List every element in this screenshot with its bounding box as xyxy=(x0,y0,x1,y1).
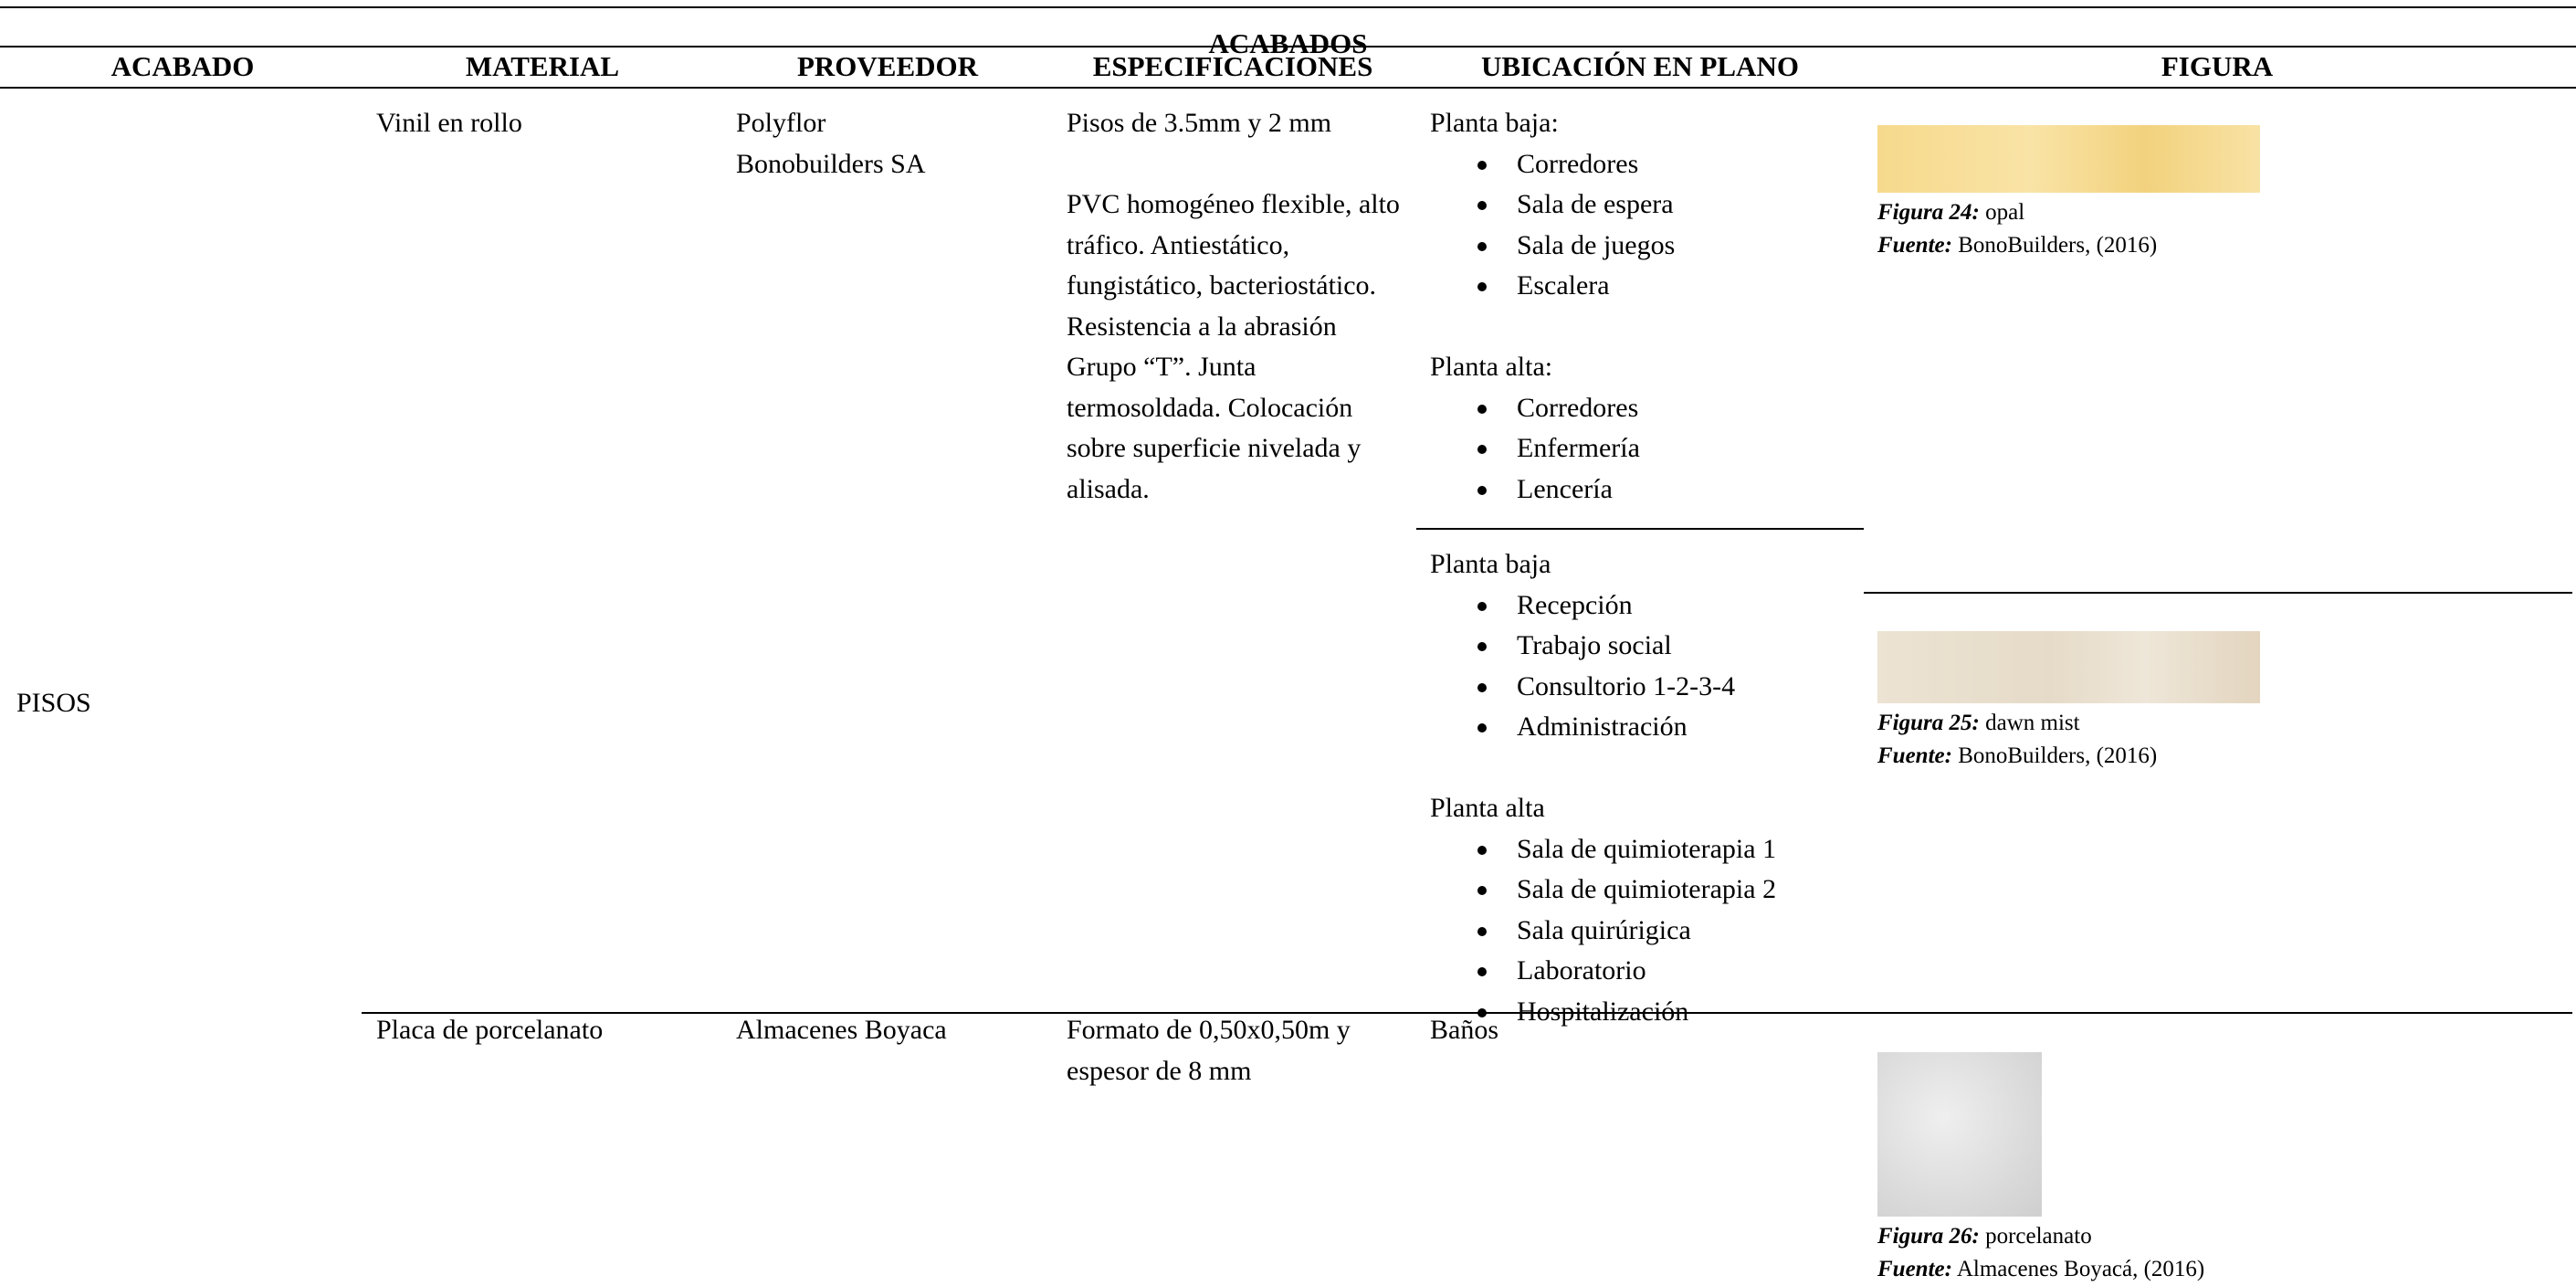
column-header: PROVEEDOR xyxy=(796,50,979,82)
list-item: Escalera xyxy=(1430,266,1675,307)
list-item: Hospitalización xyxy=(1430,992,1776,1033)
rule xyxy=(0,6,2576,8)
proveedor-cell: Polyflor Bonobuilders SA xyxy=(736,103,926,184)
ubicacion-cell: Planta baja Recepción Trabajo social Consul… xyxy=(1430,544,1776,1032)
especificaciones-cell: Pisos de 3.5mm y 2 mm PVC homogéneo flexi… xyxy=(1067,103,1412,510)
list-item: Laboratorio xyxy=(1430,951,1776,992)
figure-image xyxy=(1877,1052,2042,1217)
especificaciones-cell: Formato de 0,50x0,50m y espesor de 8 mm xyxy=(1067,1010,1412,1091)
figure-name: dawn mist xyxy=(1985,711,2080,735)
list-item: Corredores xyxy=(1430,388,1675,429)
figure-image xyxy=(1877,125,2260,193)
list-item: Sala de espera xyxy=(1430,184,1675,226)
column-header: UBICACIÓN EN PLANO xyxy=(1481,50,1799,82)
figure-caption: Figura 24: opal xyxy=(1877,196,2260,229)
rule xyxy=(1864,592,2572,594)
list-item: Recepción xyxy=(1430,585,1776,627)
figure-caption: Figura 26: porcelanato xyxy=(1877,1220,2204,1253)
list-item: Lencería xyxy=(1430,469,1675,511)
list-item: Sala de quimioterapia 2 xyxy=(1430,870,1776,911)
rule xyxy=(362,1012,2572,1014)
material: Placa de porcelanato xyxy=(376,1015,604,1045)
list-item: Sala quirúrigica xyxy=(1430,911,1776,952)
source-text: BonoBuilders, (2016) xyxy=(1958,743,2158,768)
especificacion: Pisos de 3.5mm y 2 mm xyxy=(1067,108,1332,138)
rule xyxy=(1416,528,1864,530)
figure-source: Fuente: BonoBuilders, (2016) xyxy=(1877,740,2260,773)
figure: Figura 24: opal Fuente: BonoBuilders, (20… xyxy=(1877,125,2260,262)
list-item: Sala de juegos xyxy=(1430,226,1675,267)
figure-source: Fuente: BonoBuilders, (2016) xyxy=(1877,229,2260,262)
figure-caption: Figura 25: dawn mist xyxy=(1877,707,2260,740)
figure: Figura 25: dawn mist Fuente: BonoBuilders… xyxy=(1877,631,2260,773)
proveedor: Almacenes Boyaca xyxy=(736,1015,947,1045)
list-item: Corredores xyxy=(1430,144,1675,185)
list-item: Administración xyxy=(1430,707,1776,748)
ubicacion-cell: Baños xyxy=(1430,1010,1498,1051)
source-label: Fuente: xyxy=(1877,1257,1952,1281)
column-header: FIGURA xyxy=(2161,50,2274,82)
figure: Figura 26: porcelanato Fuente: Almacenes … xyxy=(1877,1052,2204,1286)
list-item: Consultorio 1-2-3-4 xyxy=(1430,667,1776,708)
figure-number: Figura 25: xyxy=(1877,711,1980,735)
figure-image xyxy=(1877,631,2260,703)
especificacion: Formato de 0,50x0,50m y espesor de 8 mm xyxy=(1067,1015,1351,1086)
material: Vinil en rollo xyxy=(376,108,522,138)
column-header: MATERIAL xyxy=(465,50,620,82)
especificacion: PVC homogéneo flexible, alto tráfico. An… xyxy=(1067,189,1400,504)
list-item: Trabajo social xyxy=(1430,626,1776,667)
proveedor: Bonobuilders SA xyxy=(736,148,926,179)
rule xyxy=(0,87,2576,89)
group-label: Planta alta: xyxy=(1430,352,1553,382)
figure-source: Fuente: Almacenes Boyacá, (2016) xyxy=(1877,1253,2204,1286)
group-label: Baños xyxy=(1430,1015,1498,1045)
figure-name: porcelanato xyxy=(1985,1224,2092,1249)
column-header: ACABADO xyxy=(110,50,255,82)
source-text: Almacenes Boyacá, (2016) xyxy=(1956,1257,2205,1281)
source-label: Fuente: xyxy=(1877,743,1952,768)
ubicacion-cell: Planta baja: Corredores Sala de espera Sala… xyxy=(1430,103,1675,510)
group-label: Planta baja: xyxy=(1430,108,1559,138)
group-label: Planta alta xyxy=(1430,793,1545,823)
figure-name: opal xyxy=(1985,200,2025,225)
rule xyxy=(0,46,2576,47)
source-label: Fuente: xyxy=(1877,233,1952,258)
list-item: Enfermería xyxy=(1430,428,1675,469)
proveedor-cell: Almacenes Boyaca xyxy=(736,1010,947,1051)
group-label: Planta baja xyxy=(1430,549,1551,579)
figure-number: Figura 26: xyxy=(1877,1224,1980,1249)
column-header: ESPECIFICACIONES xyxy=(1092,50,1373,82)
proveedor: Polyflor xyxy=(736,108,826,138)
source-text: BonoBuilders, (2016) xyxy=(1958,233,2158,258)
table-title: ACABADOS xyxy=(1208,27,1368,59)
list-item: Sala de quimioterapia 1 xyxy=(1430,829,1776,870)
acabado-cell: PISOS xyxy=(16,688,91,718)
figure-number: Figura 24: xyxy=(1877,200,1980,225)
